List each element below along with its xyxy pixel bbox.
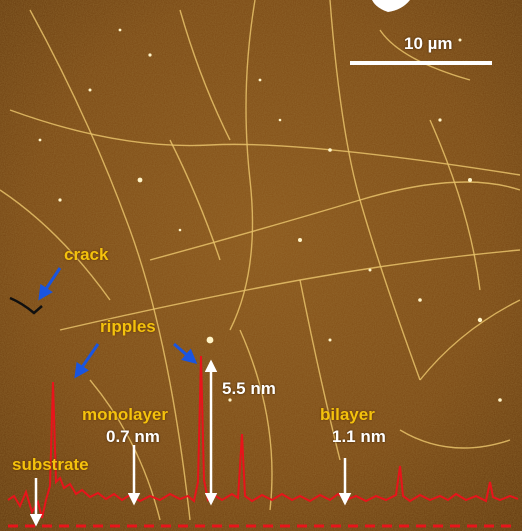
ripple-arrow-left bbox=[74, 343, 100, 379]
monolayer-label: monolayer bbox=[82, 405, 168, 424]
monolayer-height-label: 0.7 nm bbox=[106, 427, 160, 446]
wrinkle-network bbox=[0, 0, 521, 521]
ripple-height-label: 5.5 nm bbox=[222, 379, 276, 398]
substrate-label: substrate bbox=[12, 455, 89, 474]
crack-line bbox=[9, 296, 43, 315]
bilayer-height-label: 1.1 nm bbox=[332, 427, 386, 446]
crack-arrow bbox=[38, 267, 62, 301]
particles bbox=[38, 28, 502, 402]
crack-label: crack bbox=[64, 245, 109, 264]
height-profile bbox=[7, 355, 519, 519]
scale-bar-label: 10 µm bbox=[404, 34, 453, 53]
corner-highlight bbox=[372, 0, 410, 12]
ripple-arrow-right bbox=[173, 342, 198, 364]
ripples-label: ripples bbox=[100, 317, 156, 336]
bilayer-label: bilayer bbox=[320, 405, 375, 424]
